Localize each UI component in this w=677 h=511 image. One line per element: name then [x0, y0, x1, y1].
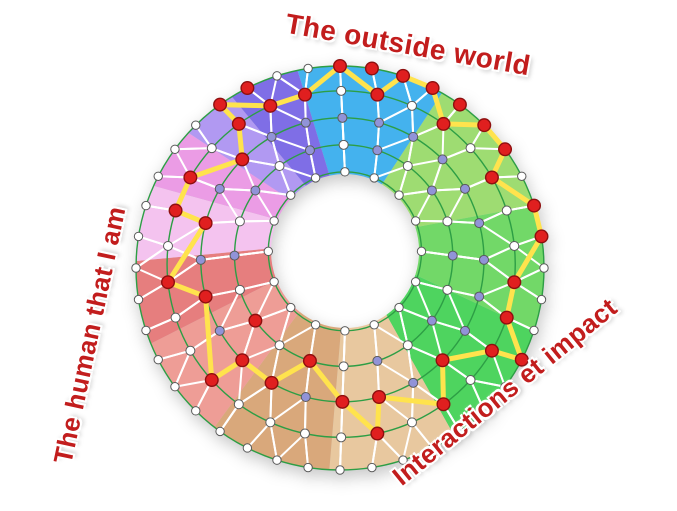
yellow-path [165, 63, 544, 437]
nodes-group [131, 63, 549, 475]
red-nodes-group [161, 59, 549, 441]
